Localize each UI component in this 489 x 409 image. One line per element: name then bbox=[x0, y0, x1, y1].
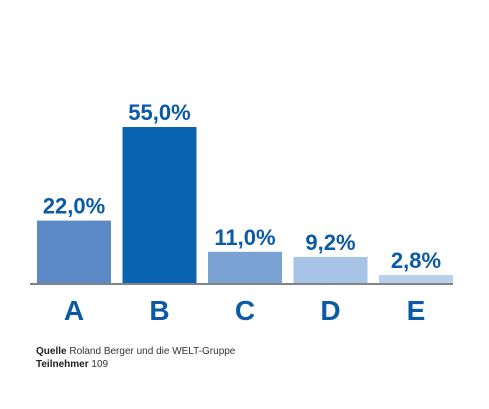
value-label-E: 2,8% bbox=[391, 248, 441, 273]
bar-C bbox=[208, 251, 282, 283]
category-label-B: B bbox=[149, 295, 169, 326]
category-label-E: E bbox=[407, 295, 426, 326]
bar-chart: 22,0% A 55,0% B 11,0% C 9,2% D 2,8% E bbox=[30, 100, 453, 326]
value-label-B: 55,0% bbox=[128, 100, 190, 125]
value-label-A: 22,0% bbox=[43, 194, 105, 219]
category-label-D: D bbox=[320, 295, 340, 326]
bar-D bbox=[293, 256, 368, 283]
bar-E bbox=[379, 275, 453, 283]
participants-note: Teilnehmer 109 bbox=[36, 358, 108, 371]
source-text: Roland Berger und die WELT-Gruppe bbox=[66, 346, 236, 357]
participants-text: 109 bbox=[88, 359, 109, 370]
source-note: Quelle Roland Berger und die WELT-Gruppe bbox=[36, 345, 235, 358]
bar-A bbox=[37, 220, 111, 283]
participants-label: Teilnehmer bbox=[36, 359, 89, 370]
bar-B bbox=[122, 127, 197, 283]
category-label-A: A bbox=[64, 295, 84, 326]
value-label-D: 9,2% bbox=[305, 230, 355, 255]
category-label-C: C bbox=[235, 295, 255, 326]
bars-group: 22,0% A 55,0% B 11,0% C 9,2% D 2,8% E bbox=[37, 100, 453, 326]
source-label: Quelle bbox=[36, 346, 67, 357]
value-label-C: 11,0% bbox=[214, 225, 275, 250]
